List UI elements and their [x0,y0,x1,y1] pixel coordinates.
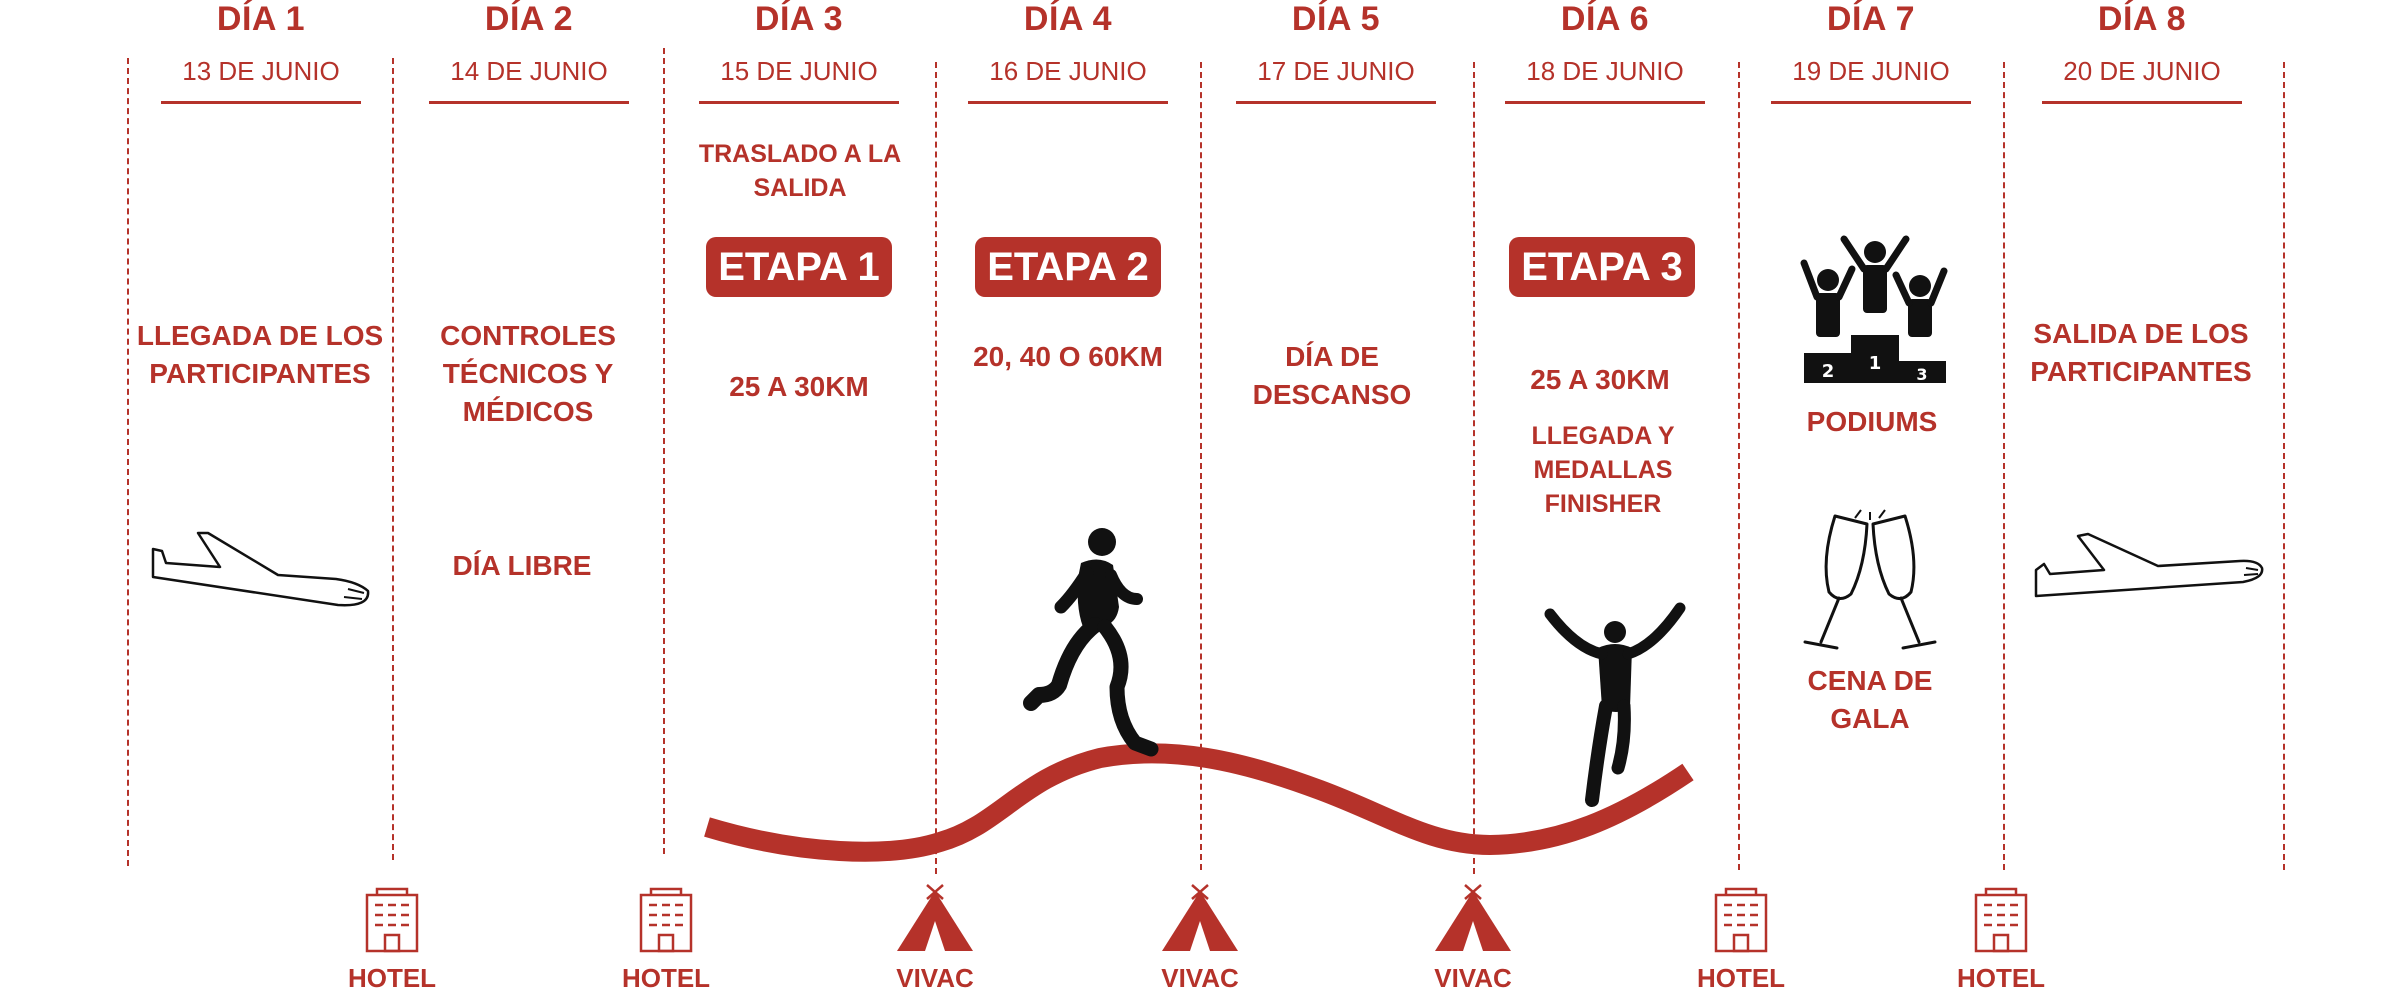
accommodation-label: HOTEL [347,963,437,993]
day1-activity: LLEGADA DE LOS PARTICIPANTES [136,320,384,389]
divider-line [1473,62,1475,874]
day-title: DÍA 3 [754,0,844,38]
day5-activity: DÍA DE DESCANSO [1252,341,1412,410]
airplane-departure-icon [2034,532,2264,598]
divider-line [392,58,394,860]
stage-3-badge: ETAPA 3 [1509,237,1695,297]
day7-podiums: PODIUMS [1806,406,1938,437]
tent-icon [1435,884,1511,951]
divider-line [127,58,129,866]
day7-gala-dinner: CENA DE GALA [1807,665,1933,734]
day-date: 15 DE JUNIO [699,56,899,104]
day8-activity: SALIDA DE LOS PARTICIPANTES [2030,318,2252,387]
day2-activity: CONTROLES TÉCNICOS Y MÉDICOS [440,320,616,427]
day-date: 14 DE JUNIO [429,56,629,104]
accommodation-label: HOTEL [621,963,711,993]
day-date: 18 DE JUNIO [1505,56,1705,104]
hotel-icon [639,887,693,953]
day2-free-day: DÍA LIBRE [452,550,592,581]
day-date: 19 DE JUNIO [1771,56,1971,104]
hotel-icon [365,887,419,953]
accommodation-label: VIVAC [896,963,974,993]
podium-number: 2 [1822,361,1835,382]
accommodation-label: VIVAC [1161,963,1239,993]
day-date: 13 DE JUNIO [161,56,361,104]
divider-line [1200,62,1202,870]
divider-line [2283,62,2285,870]
accommodation-label: HOTEL [1956,963,2046,993]
day-title: DÍA 2 [484,0,574,38]
finisher-icon [1544,602,1686,807]
divider-line [663,48,665,854]
day-date: 17 DE JUNIO [1236,56,1436,104]
day4-distance: 20, 40 O 60KM [973,341,1163,372]
divider-line [935,62,937,874]
accommodation-label: HOTEL [1696,963,1786,993]
podium-number: 3 [1916,365,1927,384]
stage-2-badge: ETAPA 2 [975,237,1161,297]
day-title: DÍA 7 [1826,0,1916,38]
hotel-icon [1714,887,1768,953]
tent-icon [897,884,973,951]
day3-distance: 25 A 30KM [729,371,869,402]
divider-line [1738,62,1740,870]
day-title: DÍA 1 [216,0,306,38]
day6-distance: 25 A 30KM [1530,364,1670,395]
podium-icon: 1 2 3 [1800,235,1948,384]
divider-line [2003,62,2005,870]
tent-icon [1162,884,1238,951]
podium-number: 1 [1869,353,1882,374]
day-date: 16 DE JUNIO [968,56,1168,104]
hotel-icon [1974,887,2028,953]
day-title: DÍA 5 [1291,0,1381,38]
day-title: DÍA 4 [1023,0,1113,38]
day-title: DÍA 6 [1560,0,1650,38]
day-title: DÍA 8 [2097,0,2187,38]
day3-transfer: TRASLADO A LA SALIDA [698,140,902,202]
champagne-glasses-icon [1803,509,1937,650]
runner-icon [1023,528,1159,757]
day-date: 20 DE JUNIO [2042,56,2242,104]
day6-finish: LLEGADA Y MEDALLAS FINISHER [1531,422,1675,518]
accommodation-label: VIVAC [1434,963,1512,993]
airplane-arrival-icon [151,531,370,607]
stage-1-badge: ETAPA 1 [706,237,892,297]
